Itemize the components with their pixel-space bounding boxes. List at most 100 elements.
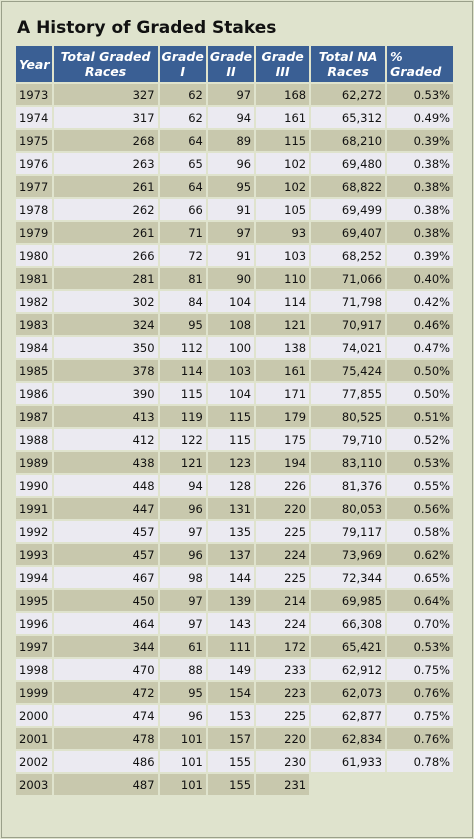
pct-graded-cell: 0.47% [387, 337, 454, 358]
page-title: A History of Graded Stakes [17, 18, 277, 38]
grade-iii-cell: 102 [256, 176, 310, 197]
total-na-races-cell: 71,066 [311, 268, 386, 289]
year-cell: 1992 [16, 521, 52, 542]
table-row: 1978 262 66 91 105 69,499 0.38% [16, 199, 454, 220]
table-row: 1982 302 84 104 114 71,798 0.42% [16, 291, 454, 312]
grade-ii-cell: 139 [207, 590, 255, 611]
table-row: 1997 344 61 111 172 65,421 0.53% [16, 636, 454, 657]
grade-i-cell: 101 [159, 774, 206, 795]
pct-graded-cell: 0.38% [387, 153, 454, 174]
pct-graded-cell: 0.65% [387, 567, 454, 588]
grade-ii-cell: 95 [207, 176, 255, 197]
year-cell: 1975 [16, 130, 52, 151]
grade-iii-cell: 138 [256, 337, 310, 358]
year-cell: 1991 [16, 498, 52, 519]
total-graded-cell: 261 [53, 222, 158, 243]
total-na-races-cell: 62,073 [311, 682, 386, 703]
pct-graded-cell: 0.75% [387, 659, 454, 680]
header-total-na-races: Total NA Races [311, 46, 386, 82]
table-row: 1994 467 98 144 225 72,344 0.65% [16, 567, 454, 588]
grade-iii-cell: 175 [256, 429, 310, 450]
grade-i-cell: 97 [159, 613, 206, 634]
grade-iii-cell: 110 [256, 268, 310, 289]
pct-graded-cell: 0.64% [387, 590, 454, 611]
year-cell: 2002 [16, 751, 52, 772]
total-na-races-cell: 62,912 [311, 659, 386, 680]
total-graded-cell: 281 [53, 268, 158, 289]
year-cell: 2003 [16, 774, 52, 795]
grade-iii-cell: 102 [256, 153, 310, 174]
total-graded-cell: 266 [53, 245, 158, 266]
grade-ii-cell: 115 [207, 429, 255, 450]
grade-iii-cell: 179 [256, 406, 310, 427]
grade-iii-cell: 225 [256, 705, 310, 726]
grade-i-cell: 64 [159, 130, 206, 151]
grade-i-cell: 96 [159, 498, 206, 519]
grade-ii-cell: 91 [207, 199, 255, 220]
grade-iii-cell: 226 [256, 475, 310, 496]
total-na-races-cell: 69,407 [311, 222, 386, 243]
year-cell: 1983 [16, 314, 52, 335]
grade-ii-cell: 123 [207, 452, 255, 473]
grade-iii-cell: 168 [256, 84, 310, 105]
total-graded-cell: 457 [53, 521, 158, 542]
grade-ii-cell: 131 [207, 498, 255, 519]
table-row: 1979 261 71 97 93 69,407 0.38% [16, 222, 454, 243]
total-graded-cell: 390 [53, 383, 158, 404]
grade-iii-cell: 220 [256, 728, 310, 749]
grade-i-cell: 114 [159, 360, 206, 381]
table-row: 2000 474 96 153 225 62,877 0.75% [16, 705, 454, 726]
total-graded-cell: 486 [53, 751, 158, 772]
total-graded-cell: 447 [53, 498, 158, 519]
graded-stakes-table: Year Total Graded Races Grade I Grade II… [14, 44, 455, 797]
year-cell: 1981 [16, 268, 52, 289]
pct-graded-cell: 0.42% [387, 291, 454, 312]
table-row: 1990 448 94 128 226 81,376 0.55% [16, 475, 454, 496]
grade-ii-cell: 103 [207, 360, 255, 381]
grade-i-cell: 72 [159, 245, 206, 266]
total-graded-cell: 350 [53, 337, 158, 358]
grade-ii-cell: 154 [207, 682, 255, 703]
total-na-races-cell: 80,525 [311, 406, 386, 427]
grade-i-cell: 61 [159, 636, 206, 657]
grade-iii-cell: 115 [256, 130, 310, 151]
total-graded-cell: 327 [53, 84, 158, 105]
grade-ii-cell: 90 [207, 268, 255, 289]
grade-i-cell: 71 [159, 222, 206, 243]
total-graded-cell: 478 [53, 728, 158, 749]
total-na-races-cell: 66,308 [311, 613, 386, 634]
grade-i-cell: 95 [159, 314, 206, 335]
total-graded-cell: 474 [53, 705, 158, 726]
pct-graded-cell: 0.49% [387, 107, 454, 128]
total-na-races-cell: 79,117 [311, 521, 386, 542]
total-graded-cell: 268 [53, 130, 158, 151]
grade-i-cell: 98 [159, 567, 206, 588]
year-cell: 1987 [16, 406, 52, 427]
grade-i-cell: 101 [159, 751, 206, 772]
year-cell: 1977 [16, 176, 52, 197]
total-na-races-cell: 68,822 [311, 176, 386, 197]
year-cell: 1988 [16, 429, 52, 450]
total-na-races-cell: 62,834 [311, 728, 386, 749]
total-na-races-cell: 61,933 [311, 751, 386, 772]
grade-i-cell: 95 [159, 682, 206, 703]
grade-iii-cell: 225 [256, 521, 310, 542]
total-graded-cell: 438 [53, 452, 158, 473]
pct-graded-cell [387, 774, 453, 795]
header-year: Year [16, 46, 52, 82]
pct-graded-cell: 0.40% [387, 268, 454, 289]
grade-iii-cell: 114 [256, 291, 310, 312]
year-cell: 1974 [16, 107, 52, 128]
header-grade-ii: Grade II [207, 46, 255, 82]
grade-ii-cell: 91 [207, 245, 255, 266]
grade-i-cell: 119 [159, 406, 206, 427]
pct-graded-cell: 0.39% [387, 245, 454, 266]
table-row: 1995 450 97 139 214 69,985 0.64% [16, 590, 454, 611]
table-row: 1983 324 95 108 121 70,917 0.46% [16, 314, 454, 335]
grade-ii-cell: 135 [207, 521, 255, 542]
grade-ii-cell: 137 [207, 544, 255, 565]
grade-i-cell: 115 [159, 383, 206, 404]
year-cell: 1990 [16, 475, 52, 496]
total-na-races-cell: 65,421 [311, 636, 386, 657]
grade-iii-cell: 220 [256, 498, 310, 519]
